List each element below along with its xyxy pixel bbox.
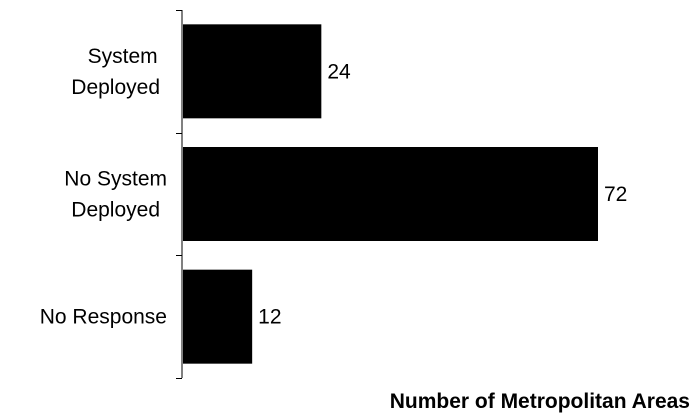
category-label: No Response [40, 306, 167, 329]
category-label: No System [64, 168, 167, 191]
category-label: Deployed [71, 76, 160, 99]
data-label: 12 [258, 306, 281, 329]
category-label: Deployed [71, 199, 160, 222]
data-label: 24 [327, 60, 351, 83]
plot-area: 24 System Deployed 72 No System Deployed 12 No … [40, 10, 627, 379]
bar [183, 147, 598, 241]
bar [183, 269, 253, 364]
bar [183, 24, 322, 119]
x-axis-title: Number of Metropolitan Areas [390, 390, 690, 413]
category-label: System [88, 45, 158, 68]
data-label: 72 [604, 183, 627, 206]
